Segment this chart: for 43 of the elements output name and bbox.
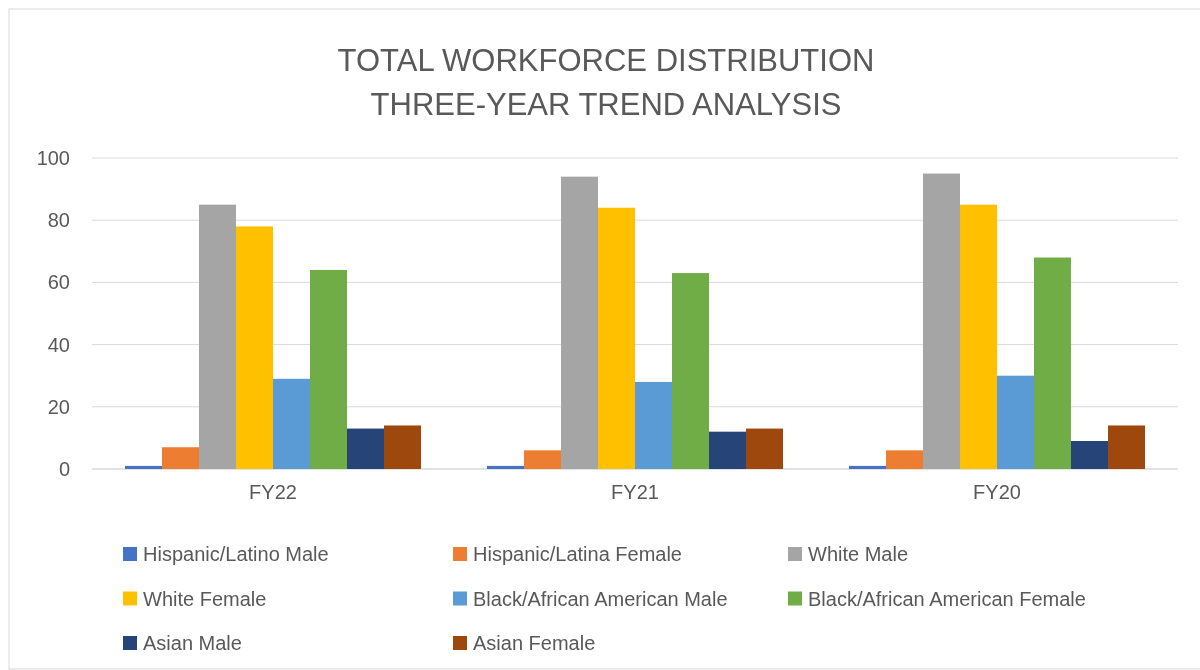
- bar: [524, 450, 561, 469]
- bar: [162, 447, 199, 469]
- bar: [598, 207, 635, 469]
- legend-label: Asian Male: [143, 632, 242, 654]
- y-tick-label: 0: [58, 458, 70, 480]
- x-tick-label: FY22: [249, 481, 297, 503]
- bar: [997, 375, 1034, 469]
- y-tick-label: 80: [47, 209, 70, 232]
- bar: [886, 450, 923, 469]
- legend-label: White Male: [808, 543, 909, 565]
- chart-title: TOTAL WORKFORCE DISTRIBUTION: [337, 43, 875, 78]
- bar: [347, 428, 384, 469]
- bar: [960, 204, 997, 469]
- bar: [125, 465, 162, 469]
- bar: [746, 428, 783, 469]
- bar: [709, 431, 746, 469]
- y-tick-label: 100: [36, 147, 70, 169]
- bar: [236, 226, 273, 469]
- x-tick-label: FY20: [973, 481, 1021, 503]
- bar: [199, 204, 236, 469]
- bar: [310, 269, 347, 469]
- x-tick-label: FY21: [611, 481, 659, 503]
- bar: [561, 176, 598, 469]
- bar: [487, 465, 524, 469]
- legend-label: Hispanic/Latino Male: [143, 543, 329, 565]
- legend-label: Asian Female: [473, 632, 596, 654]
- legend-label: Black/African American Male: [473, 587, 728, 610]
- legend-label: White Female: [143, 587, 267, 610]
- bar: [273, 378, 310, 469]
- chart-subtitle: THREE-YEAR TREND ANALYSIS: [370, 87, 842, 122]
- bar: [1108, 425, 1145, 469]
- bar: [384, 425, 421, 469]
- bar: [635, 381, 672, 469]
- legend-label: Black/African American Female: [808, 587, 1086, 610]
- bar: [672, 273, 709, 469]
- bar: [849, 465, 886, 469]
- y-tick-label: 20: [47, 395, 70, 418]
- legend-label: Hispanic/Latina Female: [473, 543, 682, 565]
- bar: [1034, 257, 1071, 469]
- y-tick-label: 60: [47, 271, 70, 294]
- bar: [923, 173, 960, 469]
- y-tick-label: 40: [47, 333, 70, 356]
- bar: [1071, 441, 1108, 469]
